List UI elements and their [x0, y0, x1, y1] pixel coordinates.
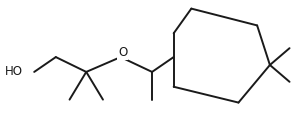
Text: O: O — [118, 46, 127, 59]
Text: HO: HO — [5, 65, 22, 78]
